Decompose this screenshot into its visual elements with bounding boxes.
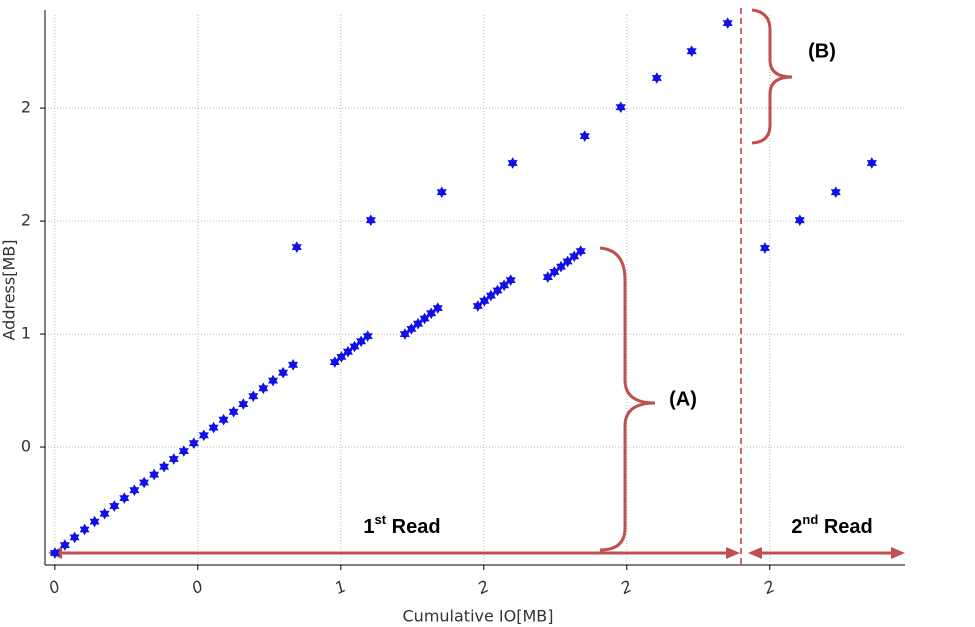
point — [505, 274, 516, 286]
point — [866, 157, 877, 169]
annotation-b: (B) — [808, 40, 836, 62]
point — [99, 507, 110, 520]
point — [575, 245, 586, 257]
y-tick-label: 2 — [21, 98, 31, 117]
brace-a — [599, 246, 656, 552]
point — [759, 242, 770, 254]
point — [59, 539, 70, 551]
point — [228, 405, 239, 418]
point — [686, 45, 697, 57]
point — [248, 390, 259, 403]
x-axis-label: Cumulative IO[MB] — [403, 607, 554, 626]
point — [615, 101, 626, 113]
point — [436, 186, 447, 198]
point — [278, 366, 289, 379]
point — [69, 531, 80, 544]
point — [288, 359, 299, 371]
x-tick-label: 1 — [332, 576, 349, 598]
point — [89, 515, 100, 528]
point — [178, 445, 189, 457]
first-read-label: 1st Read — [363, 512, 440, 538]
point — [129, 484, 140, 496]
grid — [45, 15, 905, 565]
x-tick-label: 0 — [189, 576, 206, 598]
point — [579, 130, 590, 142]
point — [208, 421, 219, 434]
point — [291, 241, 302, 253]
point — [722, 17, 733, 29]
point — [188, 437, 199, 449]
x-tick-label: 2 — [475, 576, 492, 598]
point — [362, 330, 373, 342]
brace-b — [751, 8, 793, 145]
point — [794, 214, 805, 226]
point — [159, 460, 170, 473]
annotation-a: (A) — [669, 388, 697, 410]
point — [218, 413, 229, 426]
point — [365, 214, 376, 226]
point — [168, 453, 179, 465]
y-tick-label: 1 — [21, 324, 31, 343]
x-tick-label: 2 — [761, 576, 778, 598]
x-tick-label: 2 — [618, 576, 635, 598]
point — [79, 523, 90, 536]
point — [268, 374, 279, 387]
point — [49, 547, 60, 559]
point — [149, 468, 160, 481]
point — [651, 72, 662, 84]
point — [258, 382, 269, 395]
y-tick-label: 0 — [21, 437, 31, 456]
point — [139, 476, 150, 489]
y-tick-label: 2 — [21, 211, 31, 230]
read-arrows — [48, 547, 905, 559]
y-axis-label: Address[MB] — [0, 240, 19, 341]
point — [238, 398, 249, 410]
point — [830, 186, 841, 199]
point — [198, 429, 209, 442]
point — [507, 157, 518, 169]
point — [119, 492, 130, 504]
second-read-label: 2nd Read — [791, 512, 872, 538]
x-tick-label: 0 — [46, 576, 63, 598]
point — [109, 500, 120, 512]
point — [432, 302, 443, 314]
